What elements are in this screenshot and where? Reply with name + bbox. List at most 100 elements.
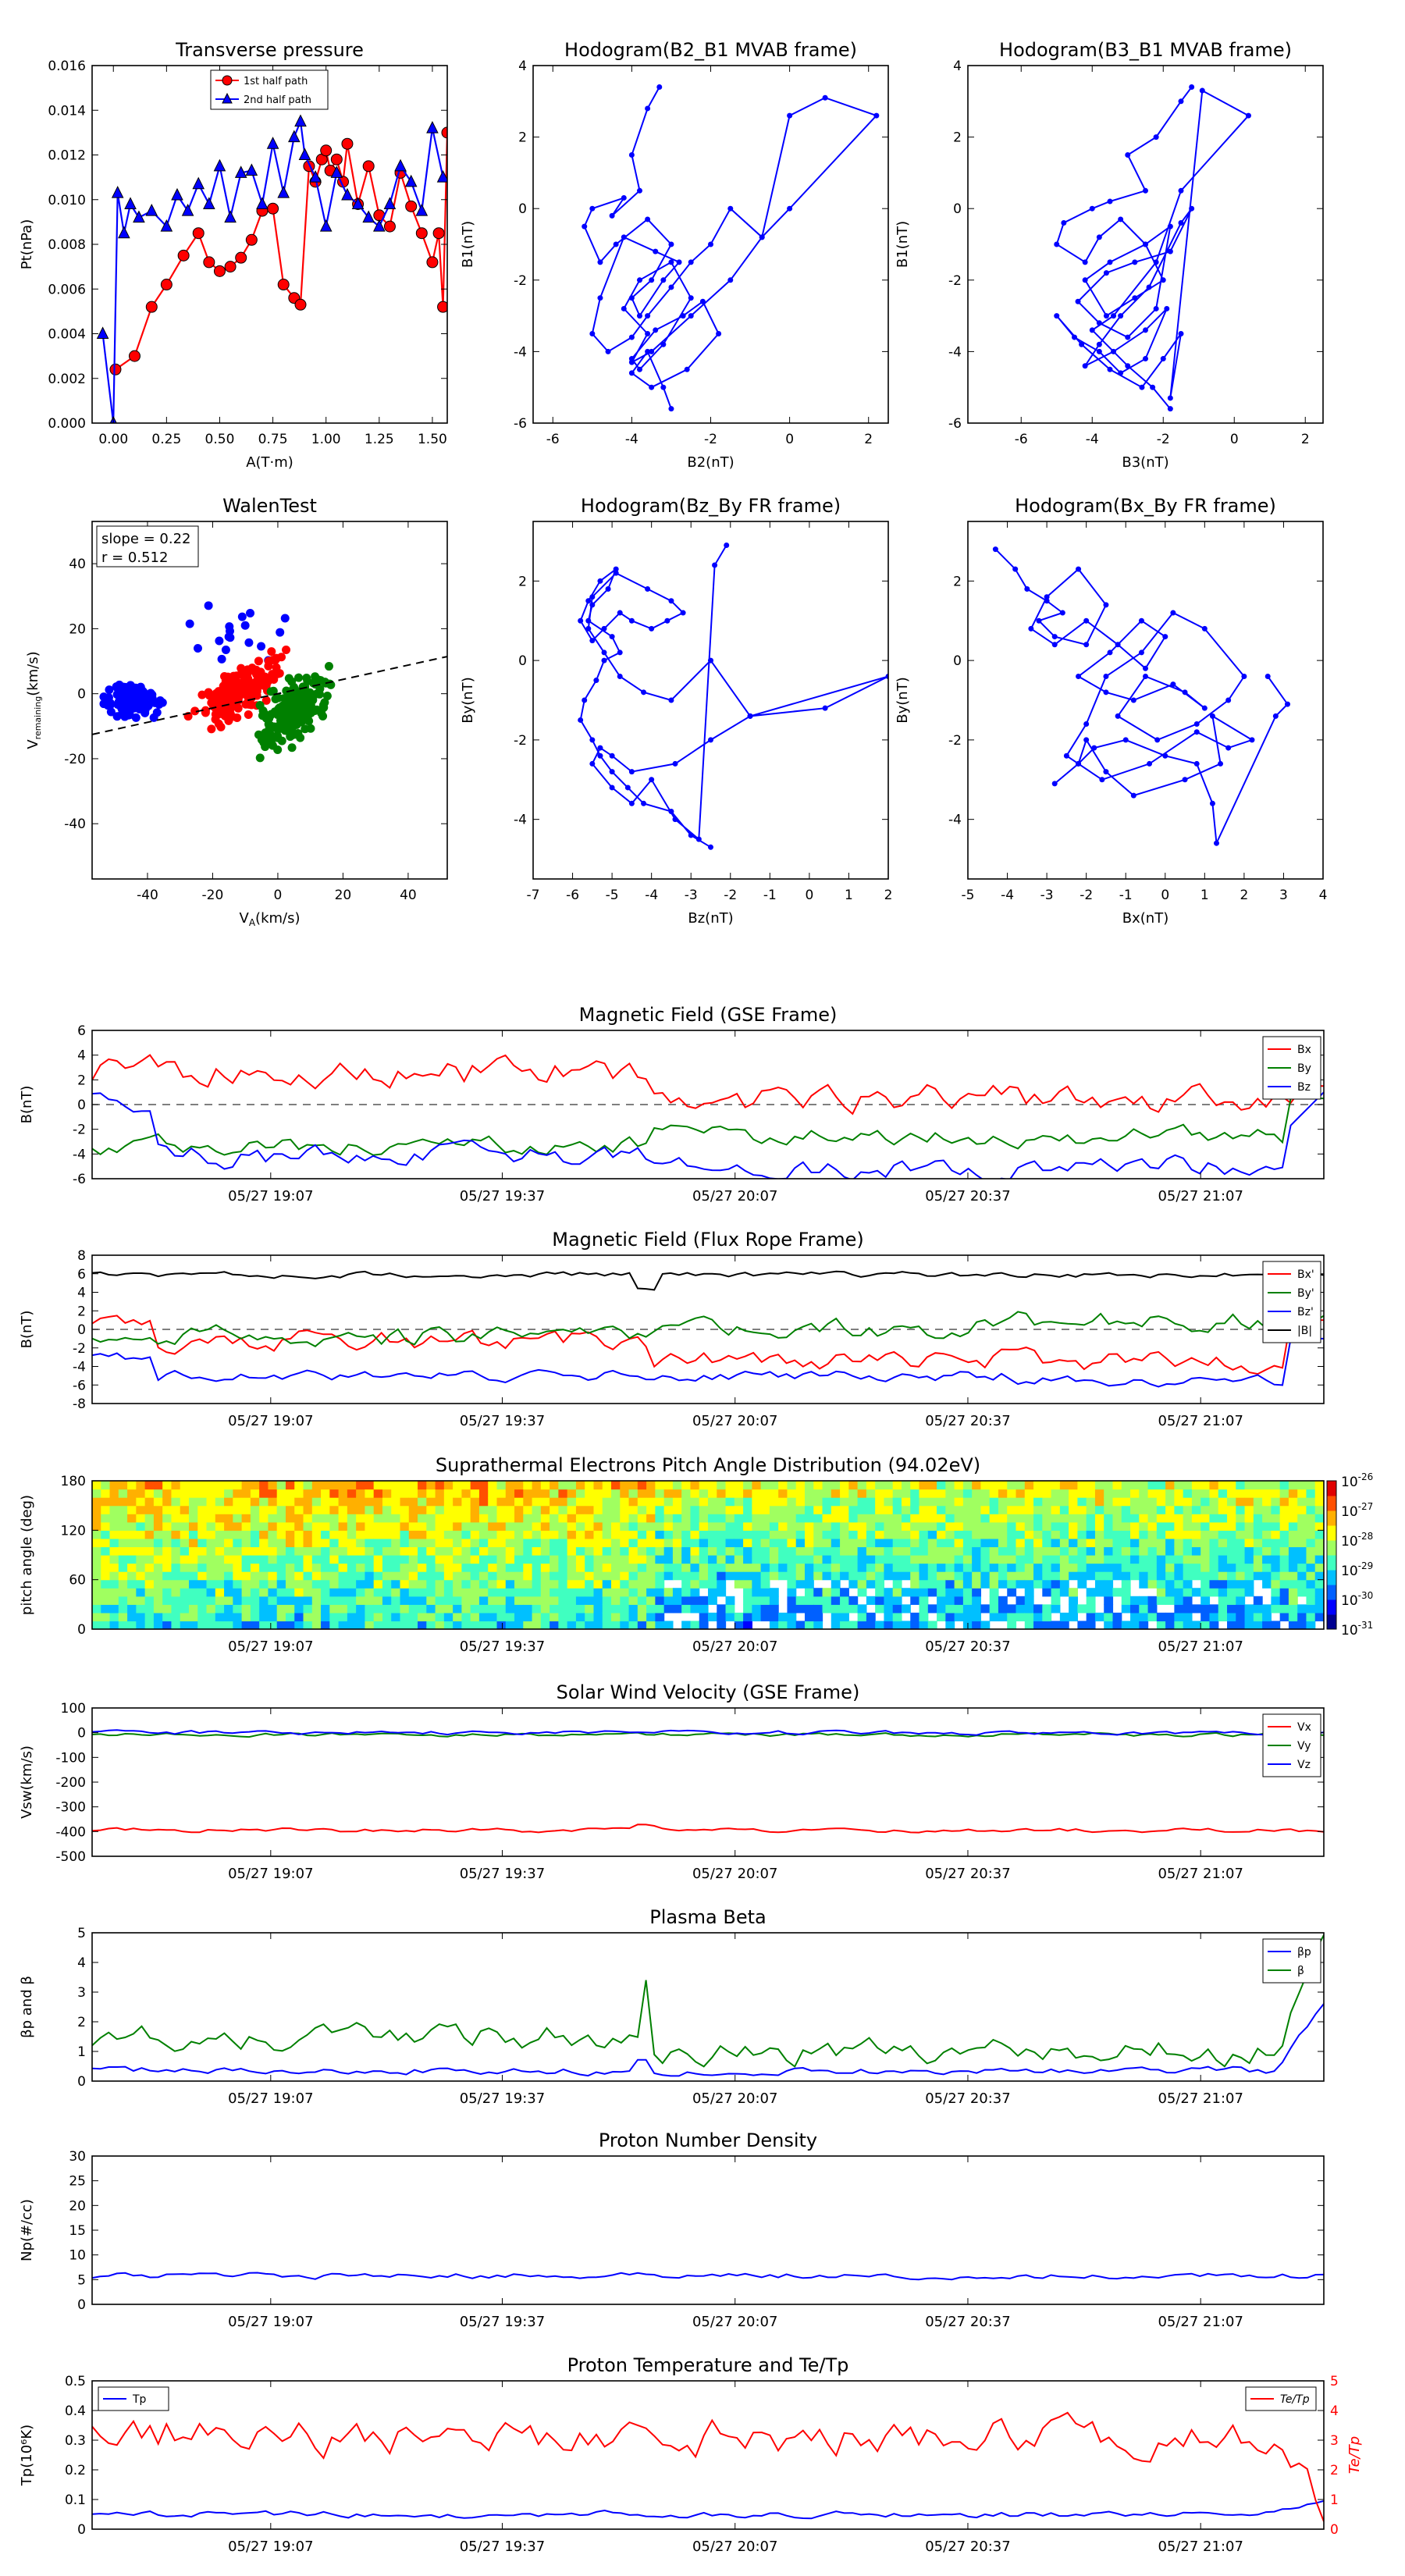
heatmap-cell: [945, 1489, 955, 1498]
heatmap-cell: [127, 1555, 137, 1564]
data-point: [617, 649, 623, 656]
heatmap-cell: [365, 1481, 375, 1490]
heatmap-cell: [311, 1579, 322, 1589]
data-point: [277, 653, 286, 662]
heatmap-cell: [303, 1530, 313, 1539]
heatmap-cell: [1086, 1489, 1096, 1498]
heatmap-cell: [1297, 1481, 1307, 1490]
heatmap-cell: [197, 1555, 208, 1564]
heatmap-cell: [1244, 1497, 1254, 1507]
data-point: [1079, 341, 1085, 347]
heatmap-cell: [602, 1521, 612, 1531]
heatmap-cell: [92, 1612, 101, 1622]
heatmap-cell: [769, 1481, 779, 1490]
heatmap-cell: [884, 1596, 894, 1605]
heatmap-cell: [197, 1596, 208, 1605]
heatmap-cell: [294, 1571, 304, 1581]
heatmap-cell: [1104, 1604, 1114, 1614]
heatmap-cell: [840, 1621, 849, 1629]
heatmap-cell: [875, 1481, 885, 1490]
data-point: [233, 703, 242, 712]
heatmap-cell: [637, 1571, 647, 1581]
data-point: [244, 710, 253, 719]
heatmap-cell: [1112, 1563, 1122, 1572]
heatmap-cell: [937, 1530, 946, 1539]
data-point: [181, 203, 194, 216]
data-point: [645, 348, 651, 354]
x-tick-label: -5: [606, 888, 619, 903]
heatmap-cell: [338, 1588, 348, 1597]
heatmap-cell: [224, 1588, 233, 1597]
heatmap-cell: [725, 1481, 735, 1490]
heatmap-cell: [1288, 1481, 1298, 1490]
heatmap-cell: [523, 1579, 533, 1589]
heatmap-cell: [1271, 1514, 1281, 1523]
heatmap-cell: [356, 1604, 366, 1614]
x-tick-label: 05/27 21:07: [1158, 2090, 1243, 2107]
heatmap-cell: [1033, 1497, 1043, 1507]
heatmap-cell: [892, 1563, 902, 1572]
heatmap-cell: [1244, 1514, 1254, 1523]
heatmap-cell: [769, 1612, 779, 1622]
heatmap-cell: [884, 1530, 894, 1539]
y-tick-label: 20: [69, 621, 86, 637]
heatmap-cell: [937, 1555, 946, 1564]
heatmap-cell: [998, 1489, 1008, 1498]
heatmap-cell: [760, 1588, 770, 1597]
heatmap-cell: [197, 1621, 208, 1629]
heatmap-cell: [567, 1546, 577, 1556]
heatmap-cell: [162, 1481, 173, 1490]
data-point: [287, 743, 297, 753]
x-tick-label: -4: [625, 432, 638, 447]
heatmap-cell: [743, 1604, 752, 1614]
heatmap-cell: [1104, 1514, 1114, 1523]
heatmap-cell: [1236, 1621, 1246, 1629]
heatmap-cell: [1147, 1481, 1158, 1490]
heatmap-cell: [1024, 1481, 1034, 1490]
heatmap-cell: [303, 1588, 313, 1597]
data-point: [298, 148, 311, 160]
legend-label: Bz': [1297, 1306, 1314, 1318]
y-tick-label: 0.1: [65, 2492, 86, 2508]
data-point: [415, 203, 429, 216]
heatmap-cell: [1121, 1596, 1131, 1605]
heatmap-cell: [443, 1546, 454, 1556]
heatmap-cell: [620, 1588, 630, 1597]
heatmap-cell: [162, 1555, 173, 1564]
heatmap-cell: [1086, 1505, 1096, 1514]
heatmap-cell: [338, 1612, 348, 1622]
heatmap-cell: [866, 1571, 876, 1581]
heatmap-cell: [540, 1489, 550, 1498]
heatmap-cell: [760, 1612, 770, 1622]
heatmap-cell: [602, 1596, 612, 1605]
heatmap-cell: [550, 1604, 559, 1614]
heatmap-cell: [558, 1604, 568, 1614]
heatmap-cell: [443, 1604, 454, 1614]
data-point: [585, 625, 592, 632]
heatmap-cell: [443, 1481, 454, 1490]
heatmap-cell: [400, 1579, 410, 1589]
heatmap-cell: [478, 1621, 489, 1629]
heatmap-cell: [637, 1612, 647, 1622]
heatmap-cell: [734, 1497, 744, 1507]
heatmap-cell: [620, 1530, 630, 1539]
heatmap-cell: [655, 1612, 665, 1622]
heatmap-cell: [857, 1521, 867, 1531]
heatmap-cell: [1288, 1497, 1298, 1507]
heatmap-cell: [224, 1505, 233, 1514]
series-line-Bz: [92, 1337, 1324, 1388]
heatmap-cell: [505, 1612, 515, 1622]
x-axis-label: B2(nT): [687, 454, 734, 471]
heatmap-cell: [840, 1489, 849, 1498]
heatmap-cell: [162, 1530, 173, 1539]
heatmap-cell: [311, 1521, 322, 1531]
heatmap-cell: [1007, 1538, 1017, 1548]
heatmap-cell: [857, 1588, 867, 1597]
heatmap-cell: [373, 1521, 383, 1531]
heatmap-cell: [162, 1579, 173, 1589]
heatmap-cell: [857, 1481, 867, 1490]
heatmap-cell: [443, 1530, 454, 1539]
series-line: [994, 548, 1289, 846]
heatmap-cell: [954, 1596, 964, 1605]
